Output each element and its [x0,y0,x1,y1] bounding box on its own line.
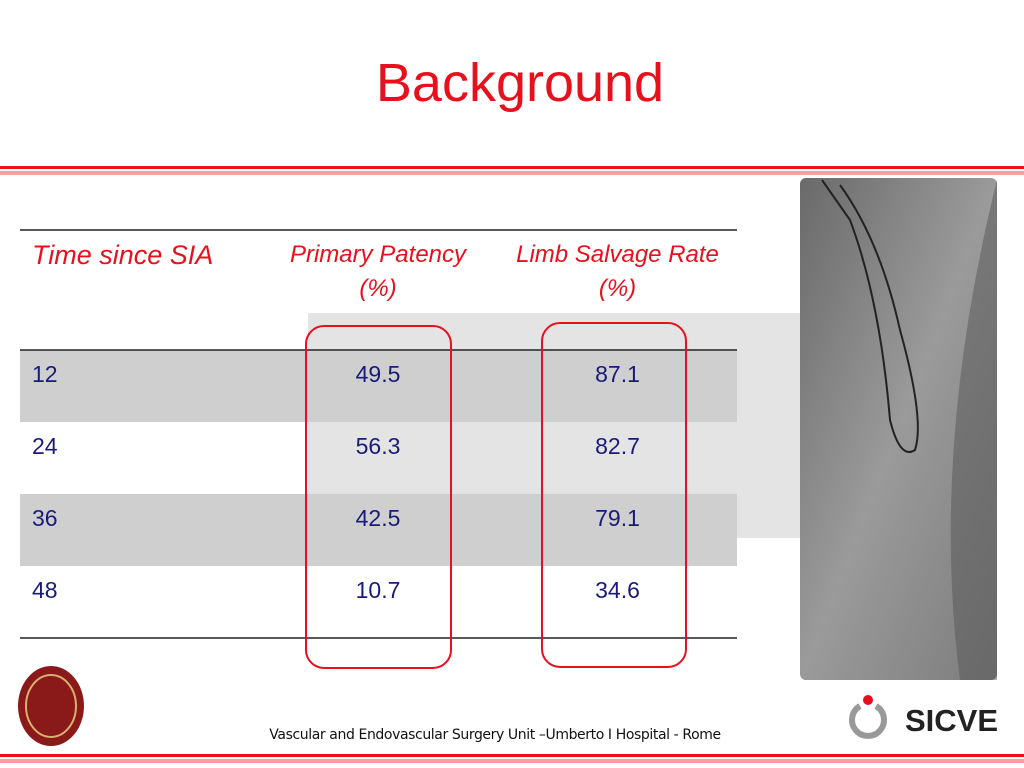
table-cell: 79.1 [595,505,640,531]
seal [25,674,77,738]
seal [18,666,84,746]
table-cell: 36 [32,505,58,531]
table-cell: 42.5 [355,505,401,531]
table-cell: 82.7 [595,433,640,459]
highlight [305,325,452,669]
logo-text: SICVE [905,703,999,738]
rule [0,759,1024,763]
row-bg [20,494,737,566]
table-cell: 12 [32,361,58,387]
row-bg [20,350,737,422]
title: Background [375,53,665,113]
column-header: Limb Salvage Rate (%) [516,241,719,302]
logo-mark [849,703,887,739]
table-cell: 34.6 [595,577,640,603]
table-cell: 48 [32,577,58,603]
rule [0,754,1024,757]
highlight [541,322,687,668]
column-header: Primary Patency (%) [289,241,467,302]
rule [0,166,1024,169]
footer-text: Vascular and Endovascular Surgery Unit –… [269,727,721,743]
table-cell: 56.3 [355,433,401,459]
table-cell: 10.7 [355,577,401,603]
table-cell: 49.5 [355,361,401,387]
catheter [821,179,919,453]
logo-dot [863,695,873,705]
vessel [950,180,997,680]
xray-image [800,178,997,680]
table-cell: 24 [32,433,58,459]
column-header: Time since SIA [32,240,214,270]
rule [0,171,1024,175]
table-cell: 87.1 [595,361,640,387]
